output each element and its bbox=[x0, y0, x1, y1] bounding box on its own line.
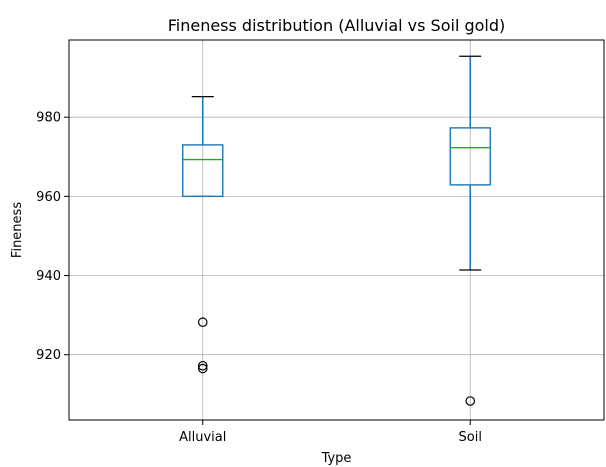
y-tick-label: 960 bbox=[36, 190, 61, 205]
x-tick-label: Alluvial bbox=[179, 430, 226, 445]
interquartile-box bbox=[182, 144, 224, 198]
box-alluvial bbox=[182, 95, 224, 374]
y-tick-label: 940 bbox=[36, 269, 61, 284]
y-tick-label: 980 bbox=[36, 111, 61, 126]
outlier-point bbox=[197, 317, 208, 328]
y-tick-label: 920 bbox=[36, 348, 61, 363]
outlier-point bbox=[465, 396, 476, 406]
axis-ticks: 920 940 960 980 Alluvial Soil bbox=[36, 111, 482, 445]
plot-area-frame bbox=[68, 39, 605, 421]
x-axis-label: Type bbox=[321, 451, 352, 466]
box-soil bbox=[449, 55, 491, 406]
outlier-point bbox=[197, 360, 208, 371]
x-tick-label: Soil bbox=[459, 430, 482, 445]
y-axis-label: Fineness bbox=[10, 202, 25, 258]
chart-title: Fineness distribution (Alluvial vs Soil … bbox=[168, 16, 506, 35]
outlier-point bbox=[197, 363, 208, 374]
interquartile-box bbox=[449, 127, 491, 186]
box-plots bbox=[182, 55, 491, 406]
